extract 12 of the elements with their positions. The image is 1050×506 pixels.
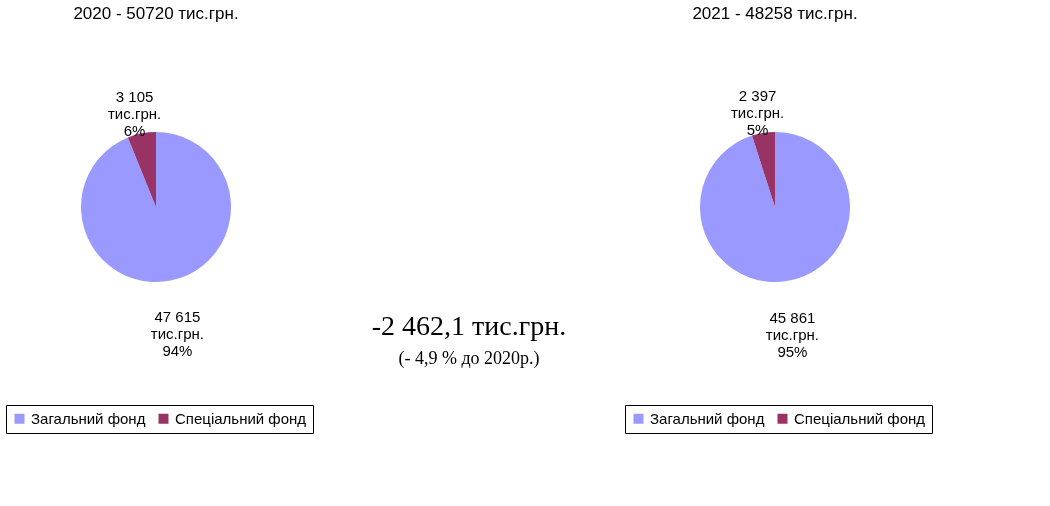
data-label: 47 615 тис.грн. 94%	[150, 307, 204, 359]
legend-label: Загальний фонд	[31, 409, 146, 427]
legend-label: Загальний фонд	[650, 409, 765, 427]
text: (- 4,9 % до 2020р.)	[398, 348, 540, 369]
text: -2 462,1 тис.грн.	[371, 310, 567, 341]
data-label: 45 861 тис.грн. 95%	[765, 308, 819, 360]
data-label: 3 105 тис.грн. 6%	[108, 88, 162, 140]
legend-label: Спеціальний фонд	[794, 409, 926, 427]
data-label: 2 397 тис.грн. 5%	[731, 87, 785, 139]
chart-title: 2021 - 48258 тис.грн.	[692, 4, 858, 23]
legend-label: Спеціальний фонд	[175, 409, 307, 427]
chart-title: 2020 - 50720 тис.грн.	[73, 4, 239, 23]
